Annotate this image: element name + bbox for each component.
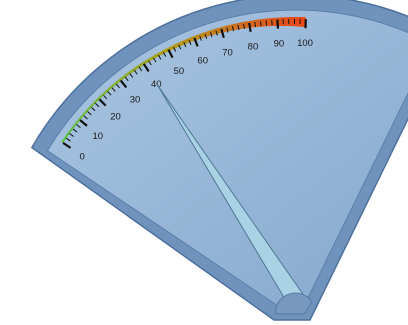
minor-tick bbox=[254, 21, 256, 28]
minor-tick bbox=[157, 54, 162, 60]
minor-tick bbox=[111, 87, 116, 92]
minor-tick bbox=[87, 111, 92, 116]
minor-tick bbox=[65, 137, 71, 142]
major-tick bbox=[248, 22, 252, 32]
major-tick bbox=[220, 28, 225, 39]
minor-tick bbox=[133, 69, 138, 75]
tick-label-70: 70 bbox=[222, 47, 233, 58]
minor-tick bbox=[237, 24, 240, 31]
minor-tick bbox=[153, 57, 157, 63]
minor-tick bbox=[243, 23, 245, 29]
tick-label-50: 50 bbox=[174, 66, 185, 77]
minor-tick bbox=[107, 91, 112, 96]
minor-tick bbox=[209, 32, 213, 38]
minor-tick bbox=[69, 133, 74, 137]
major-tick bbox=[119, 79, 128, 89]
tick-label-10: 10 bbox=[92, 131, 103, 142]
minor-tick bbox=[215, 30, 218, 36]
tick-label-100: 100 bbox=[297, 38, 313, 49]
tick-label-80: 80 bbox=[248, 42, 259, 53]
minor-tick bbox=[129, 73, 134, 78]
gauge-face bbox=[46, 9, 408, 311]
minor-tick bbox=[76, 124, 81, 129]
minor-tick bbox=[95, 102, 100, 108]
minor-tick bbox=[188, 39, 192, 45]
needle-hub bbox=[275, 292, 313, 315]
gauge-ticks bbox=[62, 19, 307, 149]
major-tick bbox=[142, 63, 150, 72]
minor-tick bbox=[183, 42, 187, 48]
minor-tick bbox=[124, 76, 129, 82]
tick-label-20: 20 bbox=[110, 112, 121, 123]
minor-tick bbox=[178, 44, 182, 50]
minor-tick bbox=[173, 46, 177, 52]
major-tick bbox=[62, 141, 72, 149]
major-tick bbox=[98, 98, 107, 107]
minor-tick bbox=[138, 66, 143, 72]
gauge-scale-band bbox=[61, 17, 306, 143]
tick-label-40: 40 bbox=[151, 79, 162, 90]
major-tick bbox=[193, 37, 199, 47]
minor-tick bbox=[226, 27, 229, 33]
tick-label-0: 0 bbox=[79, 152, 84, 163]
minor-tick bbox=[115, 83, 120, 89]
minor-tick bbox=[199, 35, 202, 41]
minor-tick bbox=[259, 21, 262, 27]
minor-tick bbox=[231, 26, 235, 32]
minor-tick bbox=[72, 128, 78, 133]
minor-tick bbox=[265, 20, 268, 26]
tick-label-30: 30 bbox=[130, 94, 141, 105]
minor-tick bbox=[204, 33, 208, 40]
minor-tick bbox=[103, 94, 108, 100]
minor-tick bbox=[91, 106, 96, 112]
minor-tick bbox=[148, 60, 152, 66]
gauge-tick-labels: 0 10 20 30 40 50 60 70 80 90 100 bbox=[79, 38, 312, 163]
major-tick bbox=[276, 19, 280, 29]
major-tick bbox=[79, 119, 88, 127]
tick-label-90: 90 bbox=[274, 39, 285, 50]
minor-tick bbox=[83, 115, 88, 120]
tick-label-60: 60 bbox=[197, 55, 208, 66]
minor-tick bbox=[162, 52, 167, 57]
major-tick bbox=[167, 49, 174, 59]
